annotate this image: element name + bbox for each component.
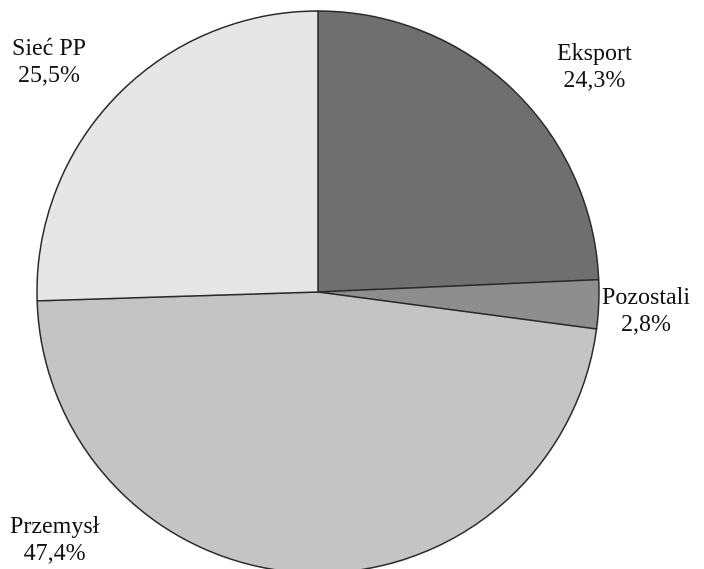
slice-value-przemysl: 47,4% (23, 540, 86, 566)
pie-slice-siec-pp (36, 10, 319, 302)
slice-name-eksport: Eksport (557, 40, 632, 66)
pie-slice-przemysl (36, 291, 598, 569)
slice-name-siec-pp: Sieć PP (12, 35, 87, 61)
slice-value-pozostali: 2,8% (621, 311, 671, 337)
slice-name-przemysl: Przemysł (10, 513, 100, 539)
slice-name-pozostali: Pozostali (602, 284, 690, 310)
slice-label-pozostali: Pozostali 2,8% (602, 284, 690, 338)
slice-label-eksport: Eksport 24,3% (557, 40, 632, 94)
pie-slices (36, 10, 600, 569)
pie-slice-eksport (317, 10, 600, 293)
slice-label-przemysl: Przemysł 47,4% (10, 513, 99, 567)
slice-value-siec-pp: 25,5% (18, 62, 80, 88)
slice-value-eksport: 24,3% (563, 67, 626, 93)
slice-label-siec-pp: Sieć PP 25,5% (12, 35, 86, 89)
